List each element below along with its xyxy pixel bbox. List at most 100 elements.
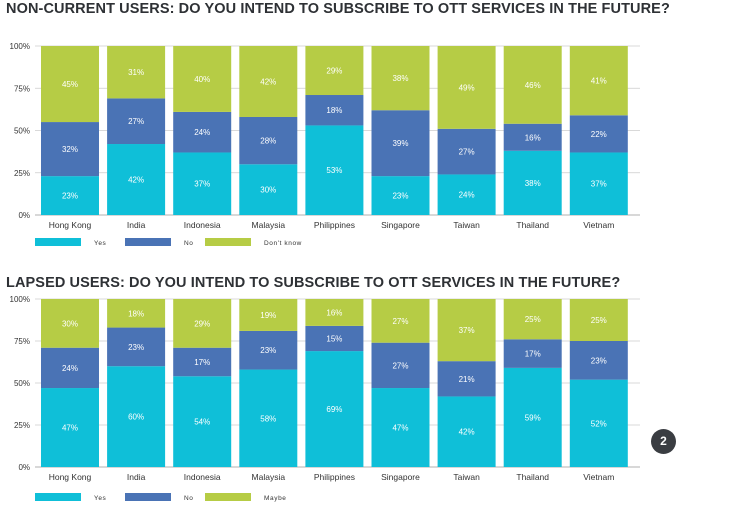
data-label: 29% bbox=[194, 319, 210, 328]
x-tick-label: Philippines bbox=[314, 472, 355, 482]
data-label: 27% bbox=[128, 117, 144, 126]
data-label: 25% bbox=[525, 315, 541, 324]
bar-segment-no bbox=[371, 342, 430, 389]
legend-swatch-yes bbox=[35, 493, 81, 501]
bar-segment-no bbox=[437, 361, 496, 397]
data-label: 30% bbox=[260, 186, 276, 195]
bar-segment-no bbox=[503, 339, 562, 368]
x-tick-label: Hong Kong bbox=[49, 220, 92, 230]
legend-swatch-don-t-know bbox=[205, 238, 251, 246]
bar-segment-don-t-know bbox=[41, 46, 99, 123]
bar-segment-yes bbox=[437, 396, 496, 467]
chart-1-title: NON-CURRENT USERS: DO YOU INTEND TO SUBS… bbox=[6, 1, 670, 17]
y-tick-label: 75% bbox=[14, 84, 30, 93]
data-label: 23% bbox=[260, 346, 276, 355]
legend-label: No bbox=[184, 495, 194, 502]
bar-segment-don-t-know bbox=[305, 46, 364, 96]
bar-segment-no bbox=[371, 110, 430, 177]
bar-segment-don-t-know bbox=[371, 46, 430, 111]
legend-label: No bbox=[184, 240, 194, 247]
y-tick-label: 100% bbox=[10, 295, 30, 304]
bar-segment-yes bbox=[503, 150, 562, 215]
data-label: 38% bbox=[392, 74, 408, 83]
legend-swatch-yes bbox=[35, 238, 81, 246]
bar-segment-don-t-know bbox=[107, 46, 166, 99]
bar-segment-no bbox=[173, 347, 232, 377]
bar-segment-no bbox=[569, 115, 628, 153]
data-label: 23% bbox=[392, 192, 408, 201]
data-label: 54% bbox=[194, 418, 210, 427]
bar-segment-yes bbox=[239, 369, 298, 467]
data-label: 17% bbox=[525, 350, 541, 359]
x-tick-label: Indonesia bbox=[184, 472, 221, 482]
data-label: 47% bbox=[62, 424, 78, 433]
bar-segment-yes bbox=[569, 379, 628, 467]
data-label: 37% bbox=[194, 180, 210, 189]
data-label: 29% bbox=[326, 67, 342, 76]
legend-swatch-no bbox=[125, 238, 171, 246]
data-label: 24% bbox=[459, 191, 475, 200]
bar-segment-maybe bbox=[569, 299, 628, 341]
x-tick-label: Taiwan bbox=[453, 472, 480, 482]
data-label: 23% bbox=[128, 343, 144, 352]
x-tick-label: Singapore bbox=[381, 472, 420, 482]
bar-segment-no bbox=[239, 116, 298, 165]
bar-segment-yes bbox=[173, 152, 232, 215]
bar-segment-don-t-know bbox=[239, 46, 298, 117]
data-label: 40% bbox=[194, 75, 210, 84]
x-tick-label: Hong Kong bbox=[49, 472, 92, 482]
y-tick-label: 25% bbox=[14, 421, 30, 430]
bar-segment-no bbox=[41, 122, 99, 177]
legend-swatch-no bbox=[125, 493, 171, 501]
data-label: 42% bbox=[459, 428, 475, 437]
data-label: 17% bbox=[194, 358, 210, 367]
x-tick-label: Thailand bbox=[516, 220, 549, 230]
data-label: 30% bbox=[62, 319, 78, 328]
data-label: 24% bbox=[194, 128, 210, 137]
data-label: 60% bbox=[128, 413, 144, 422]
bar-segment-yes bbox=[305, 351, 364, 467]
page-number-badge: 2 bbox=[651, 429, 676, 454]
bar-segment-no bbox=[437, 128, 496, 175]
data-label: 45% bbox=[62, 80, 78, 89]
x-tick-label: Taiwan bbox=[453, 220, 480, 230]
data-label: 19% bbox=[260, 311, 276, 320]
bar-segment-yes bbox=[239, 164, 298, 215]
bar-segment-don-t-know bbox=[173, 46, 232, 112]
bar-segment-maybe bbox=[371, 299, 430, 343]
legend-label: Maybe bbox=[264, 495, 287, 502]
bar-segment-yes bbox=[569, 152, 628, 215]
data-label: 39% bbox=[392, 139, 408, 148]
data-label: 53% bbox=[326, 166, 342, 175]
data-label: 23% bbox=[62, 192, 78, 201]
data-label: 42% bbox=[128, 176, 144, 185]
data-label: 27% bbox=[392, 317, 408, 326]
bar-segment-yes bbox=[107, 144, 166, 215]
data-label: 27% bbox=[459, 148, 475, 157]
y-tick-label: 25% bbox=[14, 169, 30, 178]
bar-segment-no bbox=[305, 325, 364, 352]
x-tick-label: Vietnam bbox=[583, 472, 614, 482]
bar-segment-yes bbox=[41, 176, 99, 215]
x-tick-label: Vietnam bbox=[583, 220, 614, 230]
bar-segment-maybe bbox=[239, 299, 298, 331]
x-tick-label: India bbox=[127, 472, 146, 482]
y-tick-label: 50% bbox=[14, 379, 30, 388]
bar-segment-no bbox=[305, 95, 364, 126]
bar-segment-maybe bbox=[305, 299, 364, 326]
bar-segment-no bbox=[107, 327, 166, 367]
data-label: 18% bbox=[326, 106, 342, 115]
y-tick-label: 0% bbox=[18, 463, 30, 472]
x-tick-label: Malaysia bbox=[252, 472, 286, 482]
bar-segment-don-t-know bbox=[437, 46, 496, 129]
legend-label: Yes bbox=[94, 495, 107, 502]
data-label: 32% bbox=[62, 145, 78, 154]
bar-segment-maybe bbox=[41, 299, 99, 348]
legend-swatch-maybe bbox=[205, 493, 251, 501]
x-tick-label: India bbox=[127, 220, 146, 230]
x-tick-label: Malaysia bbox=[252, 220, 286, 230]
bar-segment-no bbox=[239, 330, 298, 370]
bar-segment-yes bbox=[371, 176, 430, 215]
bar-segment-yes bbox=[503, 367, 562, 467]
